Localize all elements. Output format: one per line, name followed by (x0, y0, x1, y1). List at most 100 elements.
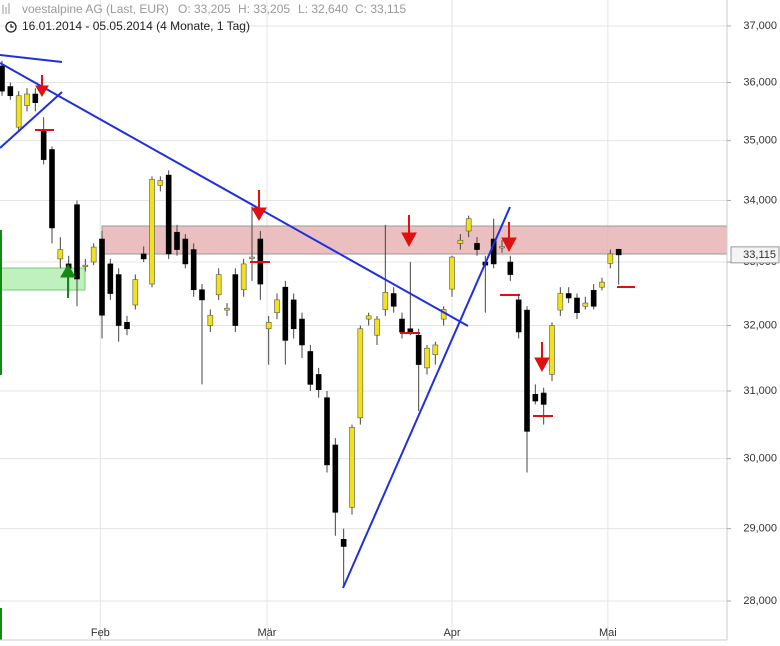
sell-arrow (501, 222, 517, 253)
ohlc-low: L: 32,640 (298, 2, 348, 16)
candle-body (57, 249, 64, 260)
y-tick-label: 28,000 (743, 595, 777, 607)
candle-body (124, 322, 130, 330)
candle-body (474, 243, 480, 250)
header: voestalpine AG (Last, EUR) O: 33,205 H: … (2, 2, 406, 33)
y-tick-label: 32,000 (743, 319, 777, 331)
candle-body (232, 274, 239, 326)
candle-body (99, 238, 105, 316)
candle-body (190, 249, 197, 291)
candle-body (249, 256, 255, 259)
candle-body (449, 256, 455, 290)
candle-body (382, 291, 389, 310)
candle-body (607, 253, 614, 264)
candle-body (299, 318, 305, 346)
candle-body (565, 293, 572, 299)
sell-arrow (35, 75, 49, 97)
candle-body (324, 397, 330, 466)
buy-arrow (60, 264, 76, 298)
y-tick-label: 34,000 (743, 194, 777, 206)
ohlc-high: H: 33,205 (238, 2, 290, 16)
candle-body (374, 318, 380, 336)
x-tick-label: Apr (443, 627, 460, 639)
candle-body (107, 263, 114, 294)
candle-body (7, 86, 14, 97)
candle-body (615, 248, 622, 256)
candle-body (240, 263, 247, 291)
candle-body (590, 290, 597, 307)
candle-body (307, 351, 314, 385)
candle-body (215, 274, 222, 296)
candle-body (199, 289, 205, 301)
candle-body (465, 218, 472, 232)
candle-body (90, 246, 97, 263)
candle-body (157, 180, 164, 186)
candle-body (499, 246, 505, 249)
candle-body (315, 374, 322, 390)
candle-body (282, 286, 289, 341)
x-tick-label: Mai (599, 627, 617, 639)
candle-body (332, 444, 339, 513)
candle-body (407, 328, 414, 333)
candle-body (74, 204, 80, 280)
candle-body (24, 93, 30, 106)
trend-line (342, 206, 511, 589)
candle-body (0, 65, 5, 92)
grid (0, 0, 727, 640)
candle-body (507, 261, 514, 275)
candle-body (424, 347, 430, 369)
candle-body (40, 129, 47, 160)
candle-body (140, 253, 147, 260)
y-tick-label: 36,000 (743, 76, 777, 88)
candle-body (290, 299, 297, 330)
candle-body (574, 297, 580, 313)
clock-hands (10, 24, 14, 28)
candle-body (399, 318, 405, 333)
candle-body (515, 299, 522, 333)
candle-body (274, 299, 280, 313)
candle-body (132, 279, 139, 306)
x-tick-label: Feb (91, 627, 110, 639)
candle-body (365, 315, 372, 320)
candle-body (49, 149, 55, 229)
sell-arrows (35, 75, 550, 373)
candle-body (82, 264, 89, 267)
candle-body (415, 334, 422, 365)
clock-icon (5, 21, 17, 33)
sell-arrow (534, 342, 550, 373)
candle-body (524, 309, 530, 432)
candle-body (549, 325, 555, 375)
candle-body (540, 392, 547, 405)
x-tick-label: Mär (258, 627, 277, 639)
candle-body (15, 95, 22, 128)
ohlc-open: O: 33,205 (178, 2, 231, 16)
chart-title: voestalpine AG (Last, EUR) (22, 2, 169, 16)
y-tick-label: 35,000 (743, 135, 777, 147)
candle-body (174, 231, 180, 250)
last-price-label: 33,115 (743, 249, 776, 261)
candle-body (349, 426, 355, 508)
candle-body (224, 307, 230, 311)
candle-body (207, 314, 214, 326)
sell-arrow (251, 190, 267, 221)
candle-body (265, 322, 272, 330)
candle-body (582, 302, 589, 307)
y-tick-label: 31,000 (743, 385, 777, 397)
candle-body (432, 344, 439, 356)
candle-body (149, 179, 155, 285)
trend-line (0, 62, 469, 327)
candle-body (457, 239, 464, 244)
y-tick-label: 30,000 (743, 453, 777, 465)
signal-marks (35, 129, 635, 417)
trend-line (0, 91, 63, 149)
candle-body (340, 539, 347, 547)
candle-body (357, 328, 364, 419)
candle-body (557, 293, 564, 311)
trend-lines (0, 54, 511, 589)
sell-arrow (401, 215, 417, 248)
ohlc-close: C: 33,115 (355, 2, 406, 16)
y-tick-label: 37,000 (743, 20, 777, 32)
candle-body (165, 174, 172, 255)
